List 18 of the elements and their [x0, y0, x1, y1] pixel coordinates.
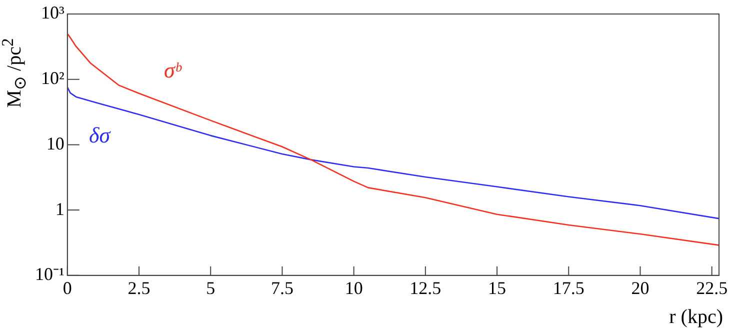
y-tick-label: 10³	[40, 2, 65, 23]
series-label: δσ	[89, 122, 112, 148]
x-tick-label: 7.5	[270, 278, 294, 298]
x-tick-label: 15	[488, 278, 506, 298]
x-tick-label: 10	[344, 278, 363, 298]
series-label: σᵇ	[164, 57, 183, 82]
x-tick-label: 22.5	[696, 278, 728, 298]
x-tick-label: 20	[631, 278, 650, 298]
x-tick-label: 0	[62, 278, 72, 298]
x-tick-label: 12.5	[410, 278, 442, 298]
y-tick-label: 1	[55, 198, 64, 219]
y-tick-label: 10²	[40, 68, 64, 88]
x-tick-label: 2.5	[128, 278, 150, 298]
x-axis-title: r (kpc)	[669, 306, 723, 329]
y-tick-label: 10	[46, 133, 64, 154]
x-tick-label: 5	[206, 278, 216, 298]
y-tick-label: 10⁻¹	[34, 264, 64, 284]
x-tick-label: 17.5	[552, 278, 584, 298]
